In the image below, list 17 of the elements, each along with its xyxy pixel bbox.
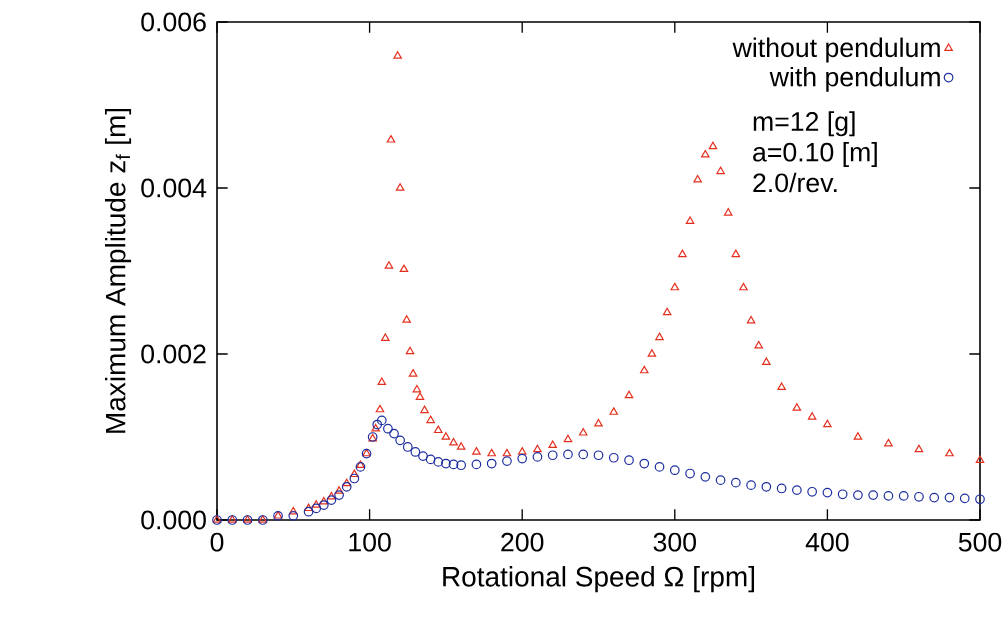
legend-label: with pendulum <box>769 66 940 92</box>
x-tick-label: 300 <box>653 532 696 552</box>
annotation: 2.0/rev. <box>753 172 837 193</box>
y-tick-label: 0.002 <box>141 344 206 364</box>
annotation: a=0.10 [m] <box>753 142 877 167</box>
y-tick-label: 0.004 <box>141 178 207 198</box>
y-tick-label: 0.006 <box>141 12 206 32</box>
y-axis-title: Maximum Amplitude z$_{f}$ [m] <box>104 108 132 433</box>
x-tick-label: 400 <box>805 532 849 552</box>
x-tick-label: 0 <box>210 532 224 552</box>
annotation: m=12 [g] <box>753 111 855 137</box>
x-tick-label: 500 <box>958 532 1002 552</box>
x-tick-label: 100 <box>349 532 391 552</box>
x-tick-label: 200 <box>501 532 544 552</box>
legend-label: without pendulum <box>732 37 940 63</box>
x-axis-title: Rotational Speed Ω [rpm] <box>443 566 755 593</box>
y-tick-label: 0.000 <box>141 510 206 530</box>
